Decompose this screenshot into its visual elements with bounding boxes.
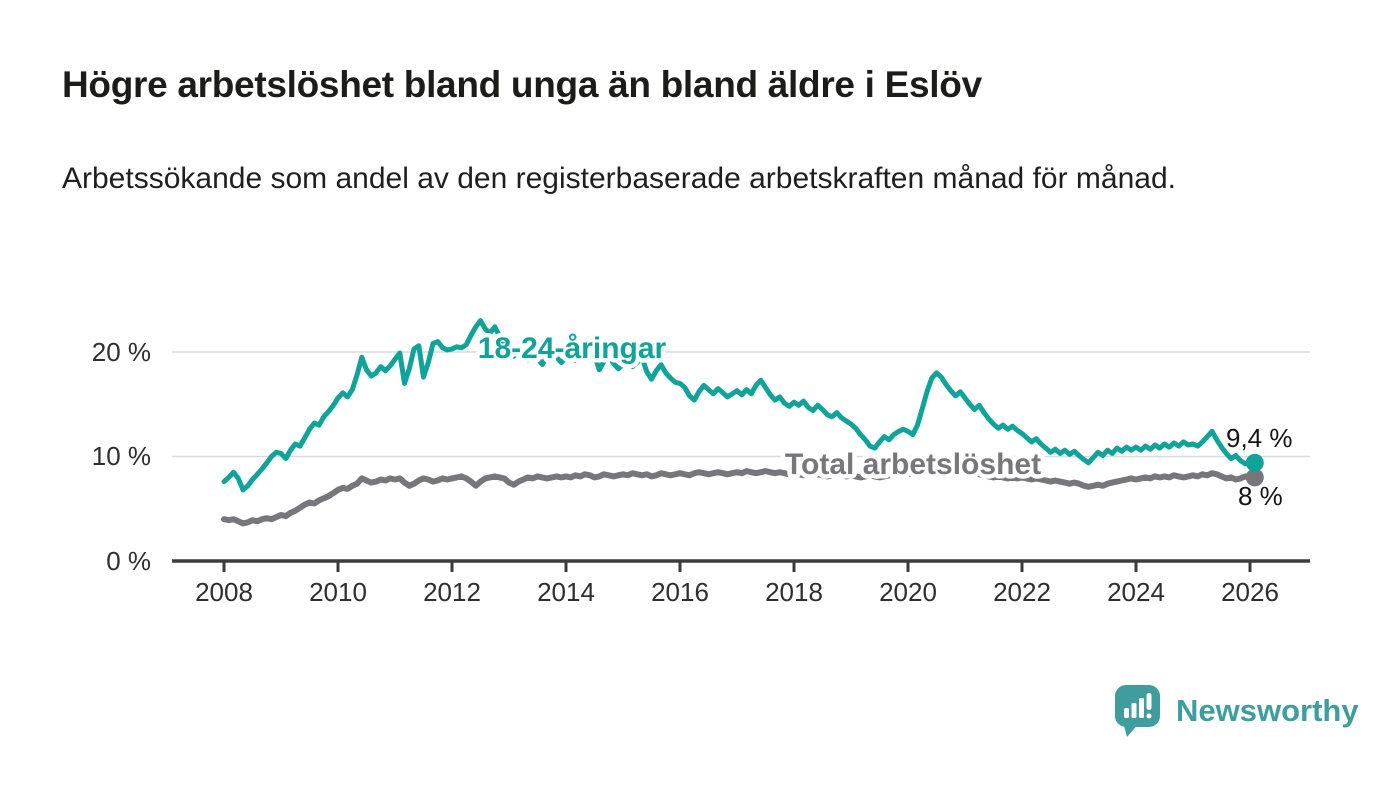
series-end-dot-0 (1245, 468, 1264, 487)
series-end-dot-1 (1245, 453, 1264, 472)
end-value-label-total: 8 % (1238, 481, 1283, 511)
x-tick-label: 2016 (651, 577, 709, 607)
y-tick-label: 0 % (106, 546, 151, 576)
x-tick-label: 2014 (537, 577, 595, 607)
x-tick-label: 2024 (1107, 577, 1165, 607)
x-tick-label: 2012 (423, 577, 481, 607)
newsworthy-logo: Newsworthy (1114, 684, 1359, 738)
x-tick-label: 2020 (879, 577, 937, 607)
x-tick-label: 2008 (195, 577, 253, 607)
newsworthy-wordmark: Newsworthy (1176, 693, 1359, 728)
chart-subtitle: Arbetssökande som andel av den registerb… (62, 162, 1176, 195)
series-line-1 (221, 318, 1258, 493)
x-tick-label: 2026 (1221, 577, 1279, 607)
x-tick-label: 2022 (993, 577, 1051, 607)
bar-chart-speech-bubble-icon (1115, 685, 1160, 737)
chart-title: Högre arbetslöshet bland unga än bland ä… (62, 64, 982, 105)
x-axis-labels: 2008 2010 2012 2014 2016 2018 2020 2022 … (195, 577, 1279, 607)
series-layer (221, 318, 1264, 527)
x-tick-label: 2018 (765, 577, 823, 607)
y-tick-label: 10 % (92, 441, 151, 471)
y-tick-label: 20 % (92, 337, 151, 367)
x-tick-label: 2010 (309, 577, 367, 607)
series-line-0 (221, 463, 1258, 527)
x-axis-ticks (222, 561, 1252, 572)
series-label-total-arbetsloshet: Total arbetslöshet (785, 448, 1041, 481)
end-value-label-youth: 9,4 % (1226, 423, 1293, 453)
series-label-18-24-aringar: 18-24-åringar (478, 332, 667, 365)
